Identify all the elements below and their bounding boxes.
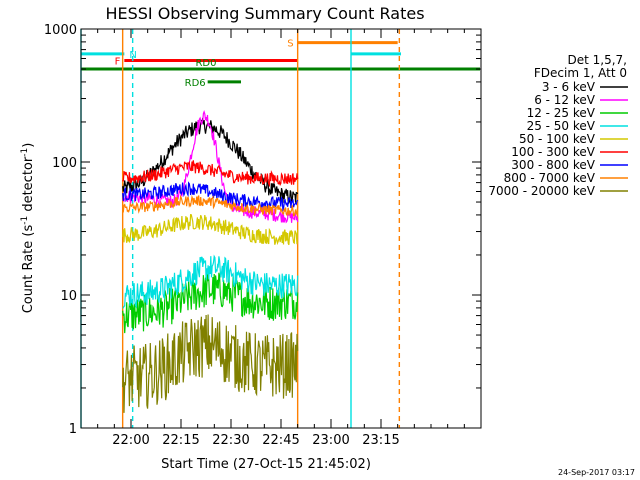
y-axis-label-sup1: -1 [20, 216, 30, 225]
legend-label: 50 - 100 keV [519, 132, 596, 146]
flag-label: F [115, 56, 121, 67]
legend-label: 6 - 12 keV [534, 93, 596, 107]
legend-header-line-2: FDecim 1, Att 0 [534, 66, 627, 80]
x-tick-label: 22:00 [112, 433, 149, 448]
legend-label: 100 - 300 keV [511, 145, 595, 159]
flags-layer: NF S RD0 RD6 [81, 39, 480, 89]
legend-header-line-1: Det 1,5,7, [568, 53, 628, 67]
series-line [122, 272, 299, 334]
legend-label: 12 - 25 keV [527, 106, 596, 120]
flag-label: RD6 [185, 78, 206, 89]
y-axis-label-mid: detector [21, 156, 36, 216]
y-tick-label: 1 [69, 422, 77, 437]
y-tick-label: 10 [60, 289, 77, 304]
y-axis-label: Count Rate (s-1 detector-1) [20, 143, 36, 314]
series-line [122, 194, 299, 217]
series-line [122, 117, 299, 205]
legend-label: 800 - 7000 keV [504, 171, 596, 185]
x-tick-label: 22:45 [262, 433, 299, 448]
chart-title: HESSI Observing Summary Count Rates [105, 4, 424, 23]
x-tick-label: 23:15 [362, 433, 399, 448]
y-tick-label: 1000 [44, 23, 77, 38]
footer-timestamp: 24-Sep-2017 03:17 [558, 468, 635, 477]
legend-label: 300 - 800 keV [511, 158, 595, 172]
x-axis-label: Start Time (27-Oct-15 21:45:02) [161, 457, 371, 472]
series-line [122, 314, 299, 413]
ticks-layer: 1 10 100 1000 22:00 22:15 22:30 22:45 23:00 23:15 [44, 23, 482, 448]
y-axis-label-end: ) [21, 143, 36, 148]
y-axis-label-main: Count Rate (s [21, 225, 36, 314]
x-tick-label: 23:00 [312, 433, 349, 448]
flag-label: N [129, 50, 136, 61]
series-line [122, 214, 299, 246]
legend-label: 25 - 50 keV [527, 119, 596, 133]
x-tick-label: 22:30 [212, 433, 249, 448]
y-tick-label: 100 [52, 156, 77, 171]
legend-label: 7000 - 20000 keV [488, 184, 595, 198]
flag-label: RD0 [195, 58, 216, 69]
x-tick-label: 22:15 [162, 433, 199, 448]
legend-label: 3 - 6 keV [542, 80, 596, 94]
series-line [122, 160, 299, 188]
series-layer [122, 109, 299, 413]
series-line [122, 254, 299, 309]
y-axis-label-sup2: -1 [20, 148, 30, 157]
flag-label: S [287, 39, 293, 50]
